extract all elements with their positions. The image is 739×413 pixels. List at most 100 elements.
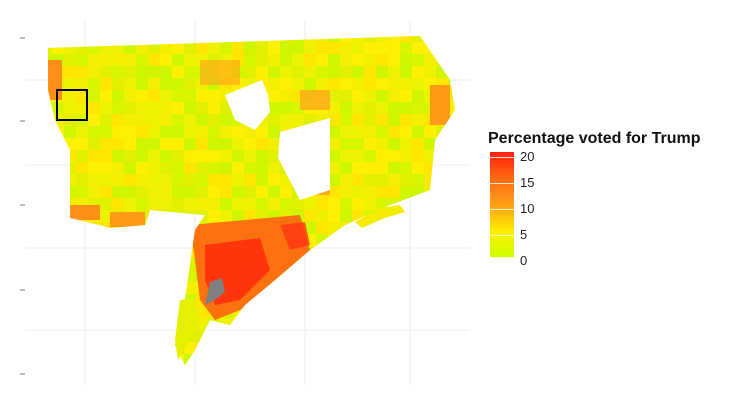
precinct-cell xyxy=(196,102,209,115)
precinct-cell xyxy=(112,162,125,175)
precinct-cell xyxy=(268,54,281,67)
precinct-cell xyxy=(292,36,305,43)
southern-strip xyxy=(175,298,200,360)
precinct-cell xyxy=(436,162,449,175)
precinct-cell xyxy=(208,366,221,379)
precinct-cell xyxy=(88,354,101,365)
precinct-cell xyxy=(412,66,425,79)
enclave-hamtramck xyxy=(225,80,270,130)
precinct-map xyxy=(20,20,470,385)
precinct-cell xyxy=(208,42,221,55)
precinct-cell xyxy=(100,150,113,163)
precinct-cell xyxy=(316,366,329,379)
precinct-cell xyxy=(76,270,89,283)
precinct-cell xyxy=(48,306,53,319)
precinct-cell xyxy=(388,54,401,67)
precinct-cell xyxy=(112,330,125,343)
precinct-cell xyxy=(340,66,353,79)
precinct-cell xyxy=(148,42,161,55)
precinct-cell xyxy=(280,342,293,355)
precinct-cell xyxy=(208,90,221,103)
precinct-cell xyxy=(352,150,365,163)
precinct-cell xyxy=(52,102,65,115)
precinct-cell xyxy=(304,270,317,283)
precinct-cell xyxy=(148,270,161,283)
precinct-cell xyxy=(148,294,161,307)
precinct-cell xyxy=(208,126,221,139)
precinct-cell xyxy=(268,150,281,163)
precinct-cell xyxy=(244,330,257,343)
precinct-cell xyxy=(388,66,401,79)
precinct-cell xyxy=(100,36,113,43)
precinct-cell xyxy=(160,126,173,139)
precinct-cell xyxy=(100,126,113,139)
precinct-cell xyxy=(148,342,161,355)
precinct-cell xyxy=(436,138,449,151)
precinct-cell xyxy=(328,114,341,127)
precinct-cell xyxy=(76,78,89,91)
precinct-cell xyxy=(292,42,305,55)
precinct-cell xyxy=(48,126,53,139)
precinct-cell xyxy=(52,258,65,271)
precinct-cell xyxy=(376,54,389,67)
precinct-cell xyxy=(376,36,389,43)
precinct-cell xyxy=(436,150,449,163)
precinct-cell xyxy=(376,282,389,295)
precinct-cell xyxy=(268,78,281,91)
precinct-cell xyxy=(448,42,455,55)
precinct-cell xyxy=(400,114,413,127)
precinct-cell xyxy=(292,114,305,127)
precinct-cell xyxy=(304,210,317,223)
precinct-cell xyxy=(220,342,233,355)
precinct-cell xyxy=(364,294,377,307)
precinct-cell xyxy=(100,318,113,331)
precinct-cell xyxy=(124,270,137,283)
precinct-cell xyxy=(256,150,269,163)
precinct-cell xyxy=(64,78,77,91)
precinct-cell xyxy=(268,42,281,55)
precinct-cell xyxy=(124,126,137,139)
precinct-cell xyxy=(244,198,257,211)
precinct-cell xyxy=(88,294,101,307)
precinct-cell xyxy=(448,150,455,163)
precinct-cell xyxy=(48,258,53,271)
precinct-cell xyxy=(436,198,449,211)
precinct-cell xyxy=(112,42,125,55)
precinct-cell xyxy=(64,174,77,187)
precinct-cell xyxy=(412,162,425,175)
precinct-cell xyxy=(352,126,365,139)
precinct-cell xyxy=(400,90,413,103)
precinct-cell xyxy=(48,150,53,163)
precinct-cell xyxy=(160,234,173,247)
precinct-cell xyxy=(436,36,449,43)
precinct-cell xyxy=(388,222,401,235)
precinct-cell xyxy=(268,102,281,115)
precinct-cell xyxy=(412,186,425,199)
precinct-cell xyxy=(160,342,173,355)
precinct-cell xyxy=(340,54,353,67)
precinct-cell xyxy=(88,66,101,79)
precinct-cell xyxy=(340,210,353,223)
precinct-cell xyxy=(256,36,269,43)
precinct-cell xyxy=(196,138,209,151)
precinct-cell xyxy=(184,42,197,55)
precinct-cell xyxy=(136,282,149,295)
precinct-cell xyxy=(256,138,269,151)
precinct-cell xyxy=(400,366,413,379)
precinct-cell xyxy=(208,102,221,115)
precinct-cell xyxy=(304,282,317,295)
precinct-cell xyxy=(148,90,161,103)
precinct-cell xyxy=(184,174,197,187)
precinct-cell xyxy=(208,210,221,223)
precinct-cell xyxy=(64,282,77,295)
precinct-cell xyxy=(436,210,449,223)
precinct-cell xyxy=(172,54,185,67)
precinct-cell xyxy=(388,234,401,247)
precinct-cell xyxy=(364,186,377,199)
precinct-cell xyxy=(400,306,413,319)
precinct-cell xyxy=(280,186,293,199)
precinct-cell xyxy=(364,162,377,175)
precinct-cell xyxy=(328,54,341,67)
precinct-cell xyxy=(340,78,353,91)
precinct-cell xyxy=(364,54,377,67)
